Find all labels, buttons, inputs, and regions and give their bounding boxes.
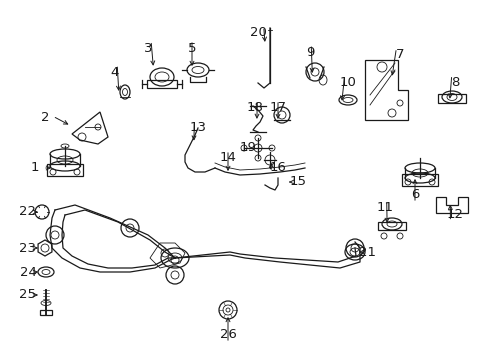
Text: 14: 14: [219, 152, 236, 165]
Text: 10: 10: [339, 76, 356, 89]
Text: 17: 17: [269, 102, 286, 114]
Text: 15: 15: [289, 175, 306, 189]
Text: 23: 23: [20, 242, 37, 255]
Bar: [377, 222, 405, 230]
Text: 11: 11: [376, 202, 393, 215]
Text: 7: 7: [395, 49, 404, 62]
Text: 2: 2: [41, 112, 49, 125]
Text: 1: 1: [31, 162, 39, 175]
Text: 22: 22: [20, 206, 37, 219]
Text: 21: 21: [359, 246, 376, 258]
Text: 26: 26: [219, 328, 236, 342]
Bar: [437, 94, 465, 103]
Text: 13: 13: [189, 121, 206, 135]
Text: 9: 9: [305, 45, 314, 58]
Text: 25: 25: [20, 288, 37, 301]
Bar: [401, 174, 437, 186]
Text: 16: 16: [269, 162, 286, 175]
Text: 4: 4: [111, 66, 119, 78]
Bar: [47, 164, 83, 176]
Text: 12: 12: [446, 208, 463, 221]
Bar: [147, 80, 177, 88]
Text: 19: 19: [239, 141, 256, 154]
Text: 24: 24: [20, 265, 37, 279]
Text: 5: 5: [187, 41, 196, 54]
Text: 8: 8: [450, 76, 458, 89]
Text: 6: 6: [410, 189, 418, 202]
Text: 18: 18: [246, 102, 263, 114]
Bar: [40, 310, 52, 315]
Text: 3: 3: [143, 41, 152, 54]
Text: 20: 20: [249, 26, 266, 39]
